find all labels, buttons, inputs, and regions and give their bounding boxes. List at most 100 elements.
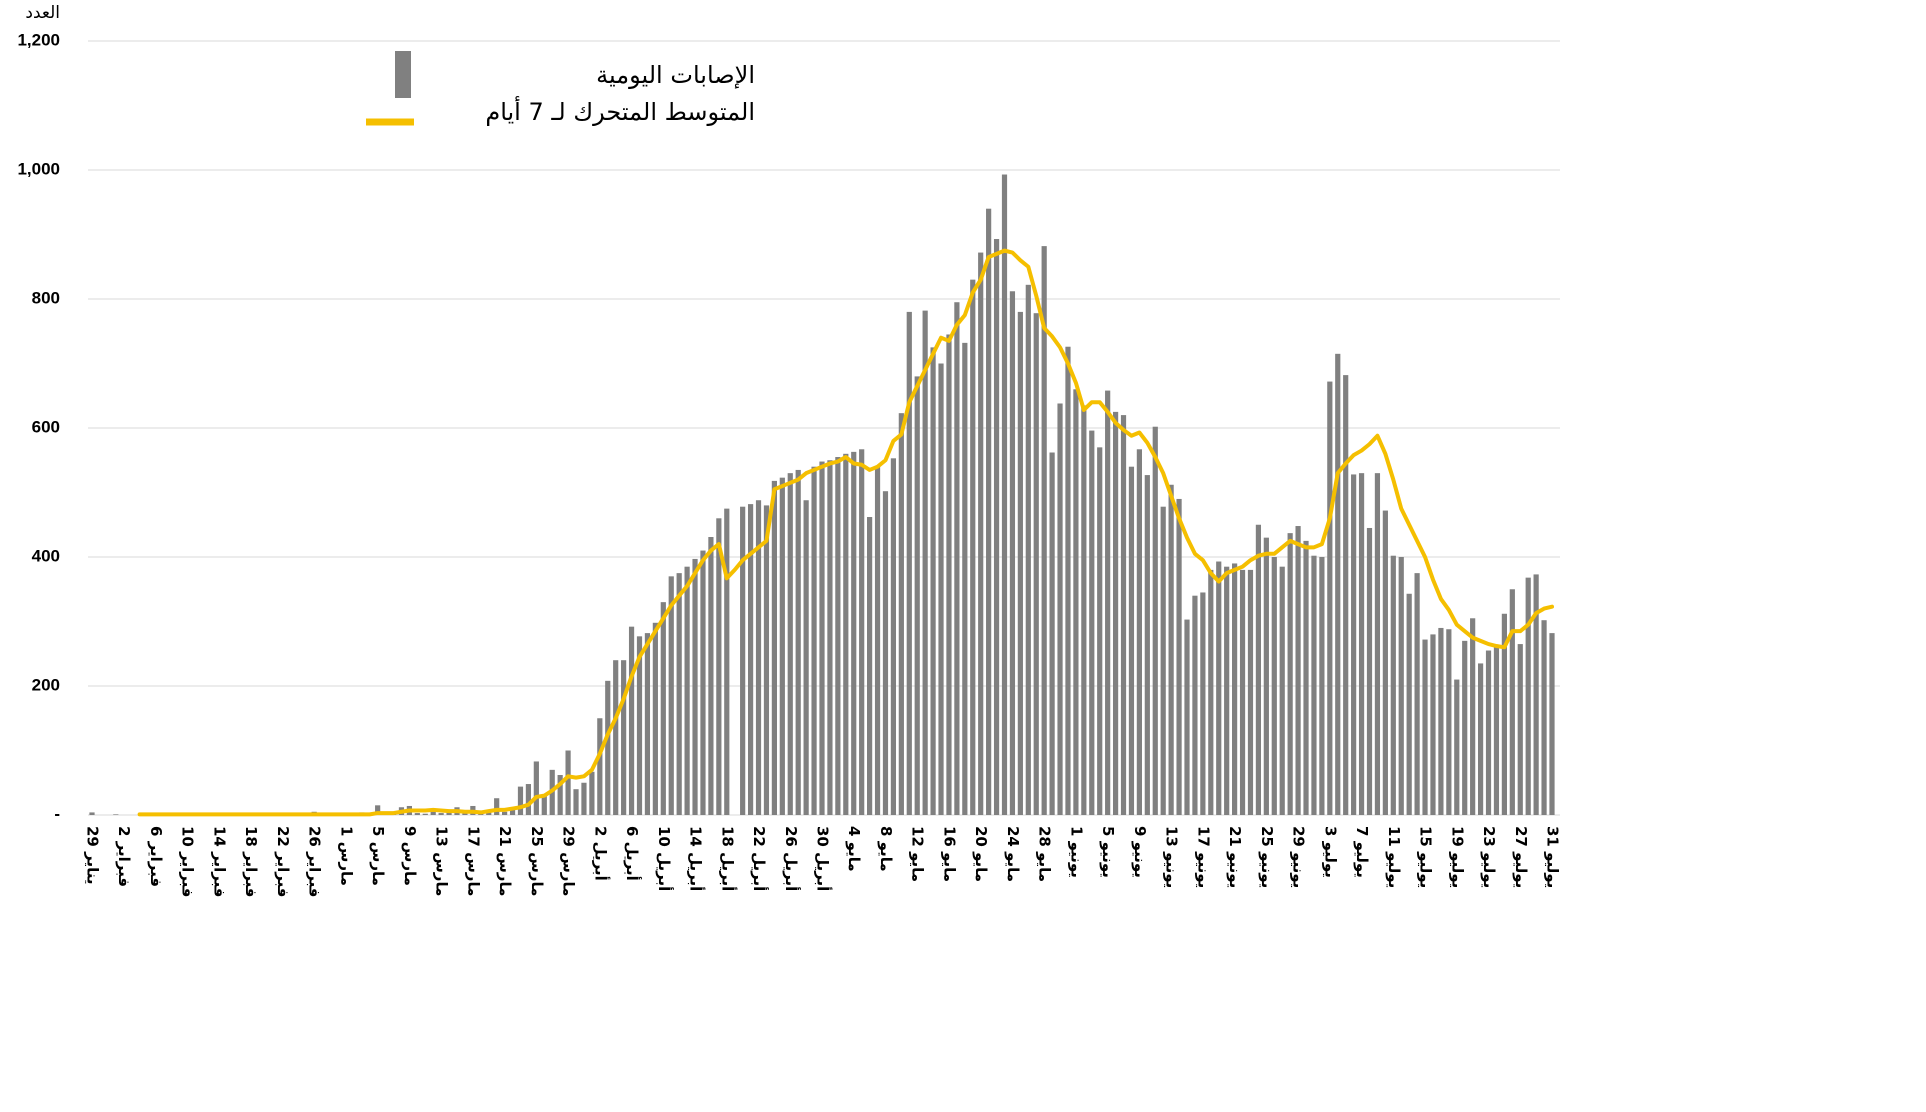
bar [779,477,785,815]
x-tick-label: 20 مايو [972,826,990,882]
bar [930,347,936,815]
bar [1438,627,1444,815]
bar [533,761,539,815]
moving-average-line [137,248,1554,817]
bar [1208,569,1214,815]
bar [1351,474,1357,815]
x-tick-label: 29 يونيو [1290,826,1308,888]
x-tick-label: 30 أبريل [814,826,833,891]
bar [1525,577,1531,815]
bar [1168,484,1174,815]
bar [803,500,809,815]
bar [970,279,976,815]
x-tick-label: 10 فبراير [179,826,197,898]
bar [573,789,579,815]
bar [414,813,420,815]
x-tick-label: 17 يونيو [1194,826,1212,888]
bar [1057,403,1063,815]
x-tick-label: 8 مايو [877,826,895,872]
bar [906,311,912,815]
bar [557,775,563,815]
bar [787,473,793,815]
bar [1041,246,1047,816]
x-tick-label: 14 أبريل [687,826,706,891]
y-axis-title: العدد [25,3,60,23]
bar [795,469,801,815]
bar [700,550,706,815]
bar [1382,510,1388,815]
bar [993,239,1000,815]
bar [962,342,968,815]
bar [1374,473,1381,815]
bar [724,508,730,815]
bar [430,811,436,815]
bar [1406,593,1412,815]
bar [882,491,889,815]
x-tick-label: 2 أبريل [591,826,610,881]
bar [1358,473,1365,815]
bar [843,453,849,815]
bar [692,558,698,815]
bar [581,782,587,815]
bar [1073,389,1079,815]
bar [1136,449,1142,815]
bar [628,626,635,815]
bar [763,505,770,815]
x-tick-label: 13 مارس [433,826,451,896]
x-tick-label: 29 يناير [84,826,102,884]
bar [1081,405,1087,815]
bar [1232,563,1238,815]
bar [1343,375,1349,815]
bar [438,813,444,815]
bar [978,252,984,815]
bar [1390,555,1396,815]
bar [1160,506,1166,815]
bar [1089,430,1095,815]
bar [890,458,897,815]
bar [708,537,714,815]
bar [1462,640,1468,815]
bar [771,480,777,815]
bar [938,363,944,815]
bar [502,811,508,815]
bar [1422,639,1428,815]
y-tick-label: - [54,804,60,823]
y-tick-label: 200 [32,675,60,694]
bar [1398,557,1404,815]
bar [1295,526,1301,815]
bar [1303,540,1309,815]
x-tick-label: 10 أبريل [655,826,674,891]
x-tick-label: 6 فبراير [147,826,165,887]
bar [1239,569,1246,815]
x-tick-label: 3 يوليو [1321,826,1339,878]
bar [1311,555,1317,815]
x-tick-label: 5 مارس [369,826,387,886]
bar [517,786,524,815]
x-tick-label: 7 يوليو [1353,826,1371,878]
x-tick-label: 28 مايو [1036,826,1054,882]
bar [1430,634,1436,815]
x-tick-label: 19 يوليو [1448,826,1466,888]
bar [747,504,754,815]
x-tick-label: 6 أبريل [623,826,642,881]
x-tick-label: 9 يونيو [1131,826,1149,878]
bar [684,566,690,815]
bar [1152,426,1158,815]
bar [1097,447,1103,815]
bar [1017,311,1023,815]
bar [422,813,428,815]
bar [1470,618,1476,815]
bar [1144,475,1150,815]
bar [509,808,516,815]
bar [1247,569,1254,815]
x-tick-label: 16 مايو [940,826,958,882]
y-tick-label: 400 [32,546,60,565]
x-tick-label: 2 فبراير [115,826,133,887]
bar [597,718,603,815]
bar [113,814,119,815]
bar [1287,533,1293,815]
bar [1120,415,1127,815]
x-tick-label: 25 مارس [528,826,546,896]
x-tick-label: 26 أبريل [782,826,801,891]
